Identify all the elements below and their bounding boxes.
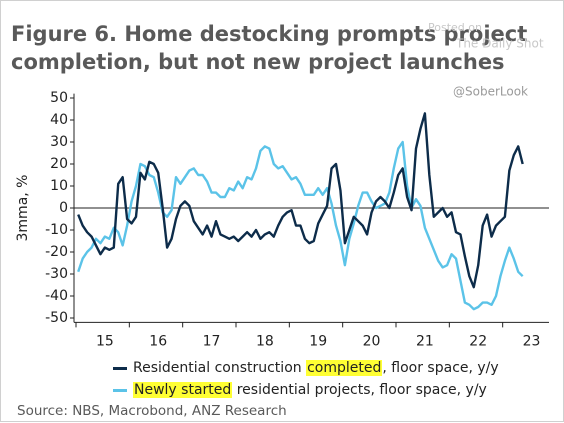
legend-item: Residential construction completed, floo…	[113, 357, 499, 379]
y-tick-label: -40	[45, 288, 68, 304]
x-tick-label: 18	[256, 333, 274, 349]
x-tick-label: 19	[309, 333, 327, 349]
x-tick-label: 21	[416, 333, 434, 349]
series-line	[77, 140, 524, 311]
watermark: Posted on	[428, 21, 482, 34]
y-tick-label: 10	[50, 178, 68, 194]
watermark: The Daily Shot	[455, 37, 544, 51]
legend-label: Residential construction completed, floo…	[133, 360, 499, 376]
y-tick-label: 50	[50, 90, 68, 106]
y-tick-label: 20	[50, 156, 68, 172]
chart-title: completion, but not new project launches	[11, 50, 505, 74]
legend-label: Newly started residential projects, floo…	[133, 382, 487, 398]
x-tick-label: 20	[363, 333, 381, 349]
y-tick-label: 30	[50, 134, 68, 150]
series-line	[77, 112, 524, 289]
y-tick-label: 0	[59, 200, 68, 216]
y-tick-label: -20	[45, 244, 68, 260]
legend-swatch	[113, 388, 127, 392]
handle: @SoberLook	[453, 85, 528, 99]
x-tick-label: 16	[149, 333, 167, 349]
x-tick-label: 15	[96, 333, 114, 349]
source: Source: NBS, Macrobond, ANZ Research	[17, 403, 287, 419]
legend-highlight: Newly started	[133, 382, 233, 398]
legend: Residential construction completed, floo…	[113, 357, 499, 401]
x-tick-label: 22	[469, 333, 487, 349]
legend-highlight: completed	[306, 360, 383, 376]
x-tick-label: 23	[523, 333, 541, 349]
chart-title: Figure 6. Home destocking prompts projec…	[11, 22, 527, 46]
y-tick-label: -50	[45, 310, 68, 326]
y-tick-label: -10	[45, 222, 68, 238]
legend-item: Newly started residential projects, floo…	[113, 379, 499, 401]
y-tick-label: 40	[50, 112, 68, 128]
legend-swatch	[113, 366, 127, 370]
y-axis-label: 3mma, %	[15, 175, 31, 242]
x-tick-label: 17	[203, 333, 221, 349]
y-tick-label: -30	[45, 266, 68, 282]
